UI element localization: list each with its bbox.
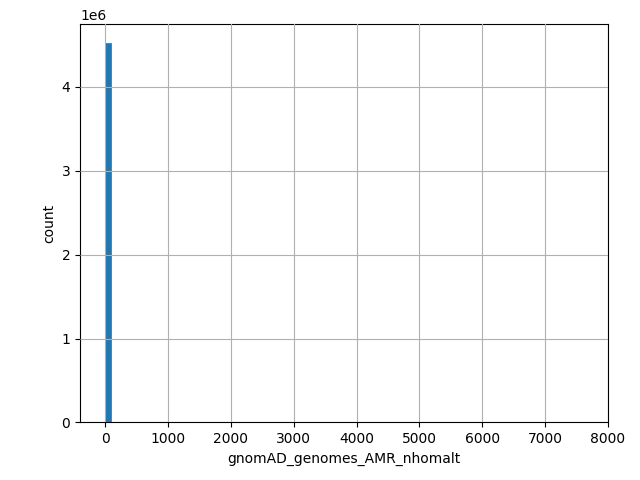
X-axis label: gnomAD_genomes_AMR_nhomalt: gnomAD_genomes_AMR_nhomalt	[227, 452, 461, 466]
Y-axis label: count: count	[42, 204, 56, 243]
Bar	[105, 43, 111, 422]
